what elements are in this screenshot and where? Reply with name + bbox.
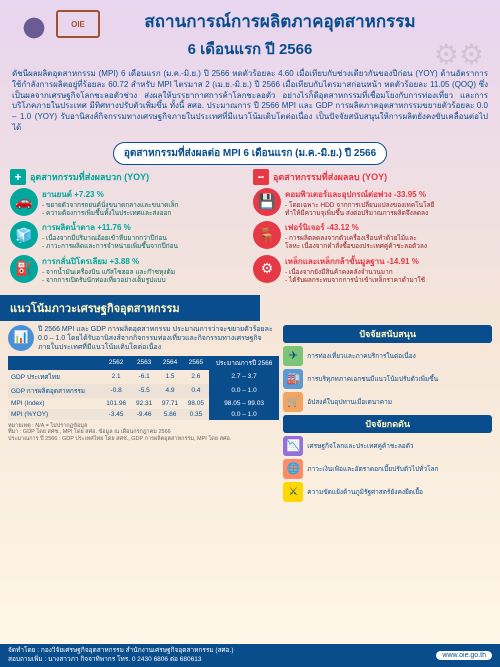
pressure-factor: ⚔ความขัดแย้งด้านภูมิรัฐศาสตร์ยังคงยืดเยื…: [283, 482, 492, 502]
intro-text: ดัชนีผลผลิตอุตสาหกรรม (MPI) 6 เดือนแรก (…: [12, 69, 488, 134]
pressure-factor: 🌐ภาวะเงินเฟ้อและอัตราดอกเบี้ยปรับตัวไปทั…: [283, 459, 492, 479]
factor-icon: 🌐: [283, 459, 303, 479]
positive-header: +อุตสาหกรรมที่ส่งผลบวก (YOY): [10, 169, 247, 185]
industry-item: 🚗 ยานยนต์ +7.23 %- ขยายตัวจากรถยนต์นั่งขน…: [10, 188, 247, 218]
minus-icon: −: [253, 169, 269, 185]
item-icon: 🧊: [10, 221, 38, 249]
item-title: เฟอร์นิเจอร์ -43.12 %: [285, 221, 490, 234]
item-desc: - ขยายตัวจากรถยนต์นั่งขนาดกลางและขนาดเล็…: [42, 202, 247, 218]
item-desc: - เนื่องจากมีปริมาณอ้อยเข้าหีบมากกว่าปีก…: [42, 235, 247, 251]
item-title: การผลิตน้ำตาล +11.76 %: [42, 221, 247, 234]
item-icon: 🚗: [10, 188, 38, 216]
page-title: สถานการณ์การผลิตภาคอุตสาหกรรม: [68, 8, 492, 35]
support-factor: 🛒อัปสงค์ในอุปทานเมื่อเตนาคาม: [283, 392, 492, 412]
forecast-icon: 📊: [8, 325, 34, 351]
industry-item: 🧊 การผลิตน้ำตาล +11.76 %- เนื่องจากมีปริม…: [10, 221, 247, 251]
industry-item: ⚙ เหล็กและเหล็กกล้าขั้นมูลฐาน -14.91 %- เ…: [253, 255, 490, 285]
support-factor: 🏭การบริทุภทภาคเอกชนมีแนวโน้มปรับตัวเพิ่ม…: [283, 369, 492, 389]
industry-item: 💾 คอมพิวเตอร์และอุปกรณ์ต่อพ่วง -33.95 %- …: [253, 188, 490, 218]
item-icon: 🪑: [253, 221, 281, 249]
item-title: เหล็กและเหล็กกล้าขั้นมูลฐาน -14.91 %: [285, 255, 490, 268]
item-desc: - การผลิตลดลงจากตัวเครื่องเรือนทำด้วยไม้…: [285, 235, 490, 251]
item-desc: - จากน้ำมันเครื่องบิน แก๊สโซฮอล และก๊าซห…: [42, 269, 247, 285]
trend-banner: แนวโน้มภาวะเศรษฐกิจอุตสาหกรรม: [0, 295, 260, 321]
industry-item: 🪑 เฟอร์นิเจอร์ -43.12 %- การผลิตลดลงจากตั…: [253, 221, 490, 251]
section-title: อุตสาหกรรมที่ส่งผลต่อ MPI 6 เดือนแรก (ม.…: [113, 142, 387, 165]
support-header: ปัจจัยสนับสนุน: [283, 325, 492, 343]
item-icon: ⛽: [10, 255, 38, 283]
plus-icon: +: [10, 169, 26, 185]
factor-icon: 🏭: [283, 369, 303, 389]
factor-icon: 🛒: [283, 392, 303, 412]
item-title: ยานยนต์ +7.23 %: [42, 188, 247, 201]
data-table: 2562256325642565ประมาณการปี 2566GDP ประเ…: [8, 356, 279, 420]
logo-oie: OIE: [56, 10, 100, 38]
bottom-section: 📊 ปี 2566 MPI และ GDP การผลิตอุตสาหกรรม …: [8, 325, 492, 505]
header: OIE สถานการณ์การผลิตภาคอุตสาหกรรม 6 เดือ…: [8, 8, 492, 61]
pressure-factor: 📉เศรษฐกิจโลกและประเทศคู่ค้าชะลอตัว: [283, 436, 492, 456]
logos: OIE: [16, 10, 100, 46]
website-url[interactable]: www.oie.go.th: [436, 651, 492, 660]
forecast-left: 📊 ปี 2566 MPI และ GDP การผลิตอุตสาหกรรม …: [8, 325, 279, 505]
footer: จัดทำโดย : กองวิจัยเศรษฐกิจอุตสาหกรรม สำ…: [0, 644, 500, 667]
item-icon: ⚙: [253, 255, 281, 283]
item-title: การกลั่นปิโตรเลียม +3.88 %: [42, 255, 247, 268]
factor-icon: ✈: [283, 346, 303, 366]
item-desc: - โดยเฉพาะ HDD จากการเปลี่ยนแปลงของเทคโน…: [285, 202, 490, 218]
factor-icon: ⚔: [283, 482, 303, 502]
gears-decoration: ⚙⚙: [434, 38, 484, 71]
negative-header: −อุตสาหกรรมที่ส่งผลลบ (YOY): [253, 169, 490, 185]
item-title: คอมพิวเตอร์และอุปกรณ์ต่อพ่วง -33.95 %: [285, 188, 490, 201]
pressure-header: ปัจจัยกดดัน: [283, 415, 492, 433]
negative-column: −อุตสาหกรรมที่ส่งผลลบ (YOY) 💾 คอมพิวเตอร์…: [253, 169, 490, 289]
forecast-text: 📊 ปี 2566 MPI และ GDP การผลิตอุตสาหกรรม …: [8, 325, 279, 352]
industry-columns: +อุตสาหกรรมที่ส่งผลบวก (YOY) 🚗 ยานยนต์ +7…: [10, 169, 490, 289]
factors-right: ปัจจัยสนับสนุน ✈การท่องเที่ยวและภาคบริกา…: [283, 325, 492, 505]
footer-credits: จัดทำโดย : กองวิจัยเศรษฐกิจอุตสาหกรรม สำ…: [8, 647, 234, 664]
positive-column: +อุตสาหกรรมที่ส่งผลบวก (YOY) 🚗 ยานยนต์ +7…: [10, 169, 247, 289]
factor-icon: 📉: [283, 436, 303, 456]
item-desc: - เนื่องจากยังมีสินค้าคงคลังจำนวนมาก- ได…: [285, 269, 490, 285]
item-icon: 💾: [253, 188, 281, 216]
industry-item: ⛽ การกลั่นปิโตรเลียม +3.88 %- จากน้ำมันเค…: [10, 255, 247, 285]
table-notes: หมายเหตุ : N/A = ไม่ปรากฏข้อมูลที่มา : G…: [8, 423, 279, 443]
logo-ministry: [16, 10, 52, 46]
support-factor: ✈การท่องเที่ยวและภาคบริการในต่อเนื่อง: [283, 346, 492, 366]
